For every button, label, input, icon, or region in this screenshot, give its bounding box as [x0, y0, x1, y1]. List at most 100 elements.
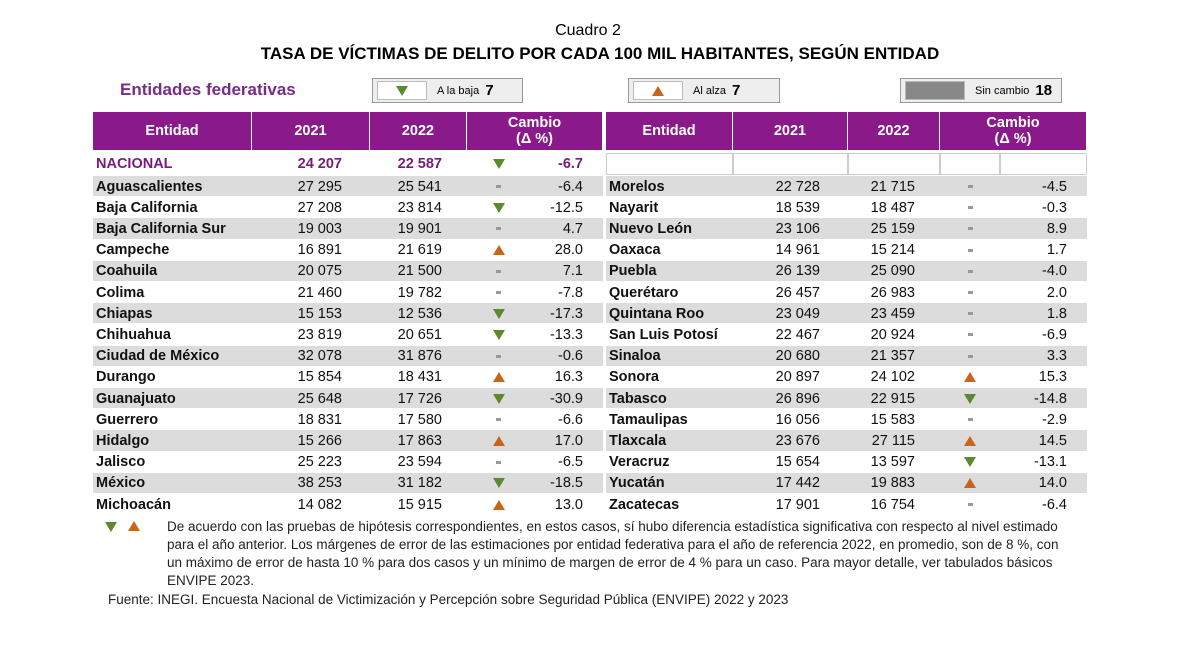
trend — [940, 240, 1000, 261]
trend — [940, 388, 1000, 409]
value-2021: 18 831 — [297, 411, 342, 428]
trend — [467, 409, 530, 430]
trend — [940, 261, 1000, 282]
change: -18.5 — [549, 475, 583, 492]
change: -6.9 — [1042, 326, 1067, 343]
row-background — [606, 409, 1087, 431]
change: -6.5 — [558, 454, 583, 471]
trend — [940, 197, 1000, 218]
trend — [940, 473, 1000, 494]
trend-icon-same — [967, 354, 973, 358]
legend-count: 7 — [732, 82, 741, 99]
entity: Yucatán — [609, 475, 665, 492]
value-2021: 24 207 — [297, 156, 342, 172]
entity: Durango — [96, 369, 156, 386]
value-2021: 25 648 — [297, 390, 342, 407]
value-2021: 26 457 — [775, 284, 820, 301]
trend-icon-up — [492, 245, 505, 256]
value-2021: 27 208 — [297, 199, 342, 216]
trend-icon-same — [967, 503, 973, 507]
trend — [467, 324, 530, 345]
value-2021: 14 082 — [297, 496, 342, 513]
trend — [940, 324, 1000, 345]
entity: Hidalgo — [96, 432, 150, 449]
trend-icon-up — [492, 372, 505, 383]
trend — [467, 261, 530, 282]
empty-cell — [848, 153, 940, 175]
change: 7.1 — [562, 263, 583, 280]
row-background — [93, 153, 603, 175]
row-background — [93, 409, 603, 431]
value-2022: 24 102 — [870, 369, 915, 386]
trend — [940, 494, 1000, 515]
change: 4.7 — [562, 220, 583, 237]
entity: Chihuahua — [96, 326, 171, 343]
legend-swatch — [633, 81, 683, 100]
trend — [940, 452, 1000, 473]
entity: Chiapas — [96, 305, 153, 322]
value-2022: 21 357 — [870, 348, 915, 365]
change: -0.3 — [1042, 199, 1067, 216]
legend-item: A la baja 7 — [372, 78, 523, 103]
row-background — [606, 239, 1087, 261]
trend — [940, 176, 1000, 197]
row-background — [93, 430, 603, 452]
change: -6.6 — [558, 411, 583, 428]
row-background — [606, 366, 1087, 388]
trend-icon-up — [964, 478, 976, 489]
change: 3.3 — [1046, 348, 1067, 365]
row-background — [93, 451, 603, 473]
row-background — [93, 260, 603, 282]
value-2022: 21 715 — [870, 178, 915, 195]
entity: Zacatecas — [609, 496, 680, 513]
value-2021: 16 891 — [297, 242, 342, 259]
value-2022: 18 487 — [870, 199, 915, 216]
trend — [940, 409, 1000, 430]
trend — [467, 430, 530, 451]
value-2021: 27 295 — [297, 178, 342, 195]
row-background — [606, 324, 1087, 346]
trend-icon-down — [492, 393, 505, 404]
source: Fuente: INEGI. Encuesta Nacional de Vict… — [108, 592, 789, 607]
trend — [940, 367, 1000, 388]
trend-icon-same — [967, 185, 973, 189]
change: -6.7 — [558, 156, 583, 172]
legend-title: Entidades federativas — [120, 80, 296, 99]
change: 28.0 — [554, 242, 583, 259]
change: -12.5 — [549, 199, 583, 216]
legend-label: Sin cambio — [975, 84, 1030, 97]
change: 15.3 — [1038, 369, 1067, 386]
entity: Michoacán — [96, 496, 171, 513]
entity: Baja California Sur — [96, 220, 226, 237]
row-background — [606, 197, 1087, 219]
value-2021: 16 056 — [775, 411, 820, 428]
value-2021: 22 728 — [775, 178, 820, 195]
entity: Querétaro — [609, 284, 679, 301]
value-2022: 23 594 — [397, 454, 442, 471]
entity: Puebla — [609, 263, 657, 280]
row-background — [93, 303, 603, 325]
entity: Sonora — [609, 369, 659, 386]
value-2021: 17 442 — [775, 475, 820, 492]
value-2021: 17 901 — [775, 496, 820, 513]
entity: Nuevo León — [609, 220, 692, 237]
entity: Oaxaca — [609, 242, 661, 259]
trend-icon-same — [496, 291, 501, 295]
empty-cell — [940, 153, 1000, 175]
value-2022: 22 915 — [870, 390, 915, 407]
trend — [467, 240, 530, 261]
value-2021: 32 078 — [297, 348, 342, 365]
trend-icon-same — [967, 248, 973, 252]
row-background — [93, 388, 603, 410]
trend — [467, 197, 530, 218]
change: -17.3 — [549, 305, 583, 322]
trend-icon-same — [967, 269, 973, 273]
change: 1.7 — [1046, 242, 1067, 259]
entity: Guerrero — [96, 411, 159, 428]
column-header: 2021 — [733, 112, 848, 150]
change: -30.9 — [549, 390, 583, 407]
change-header-unit: (Δ %) — [515, 131, 553, 147]
value-2022: 21 500 — [397, 263, 442, 280]
trend-icon-up — [492, 499, 505, 510]
trend-icon-down — [492, 308, 505, 319]
